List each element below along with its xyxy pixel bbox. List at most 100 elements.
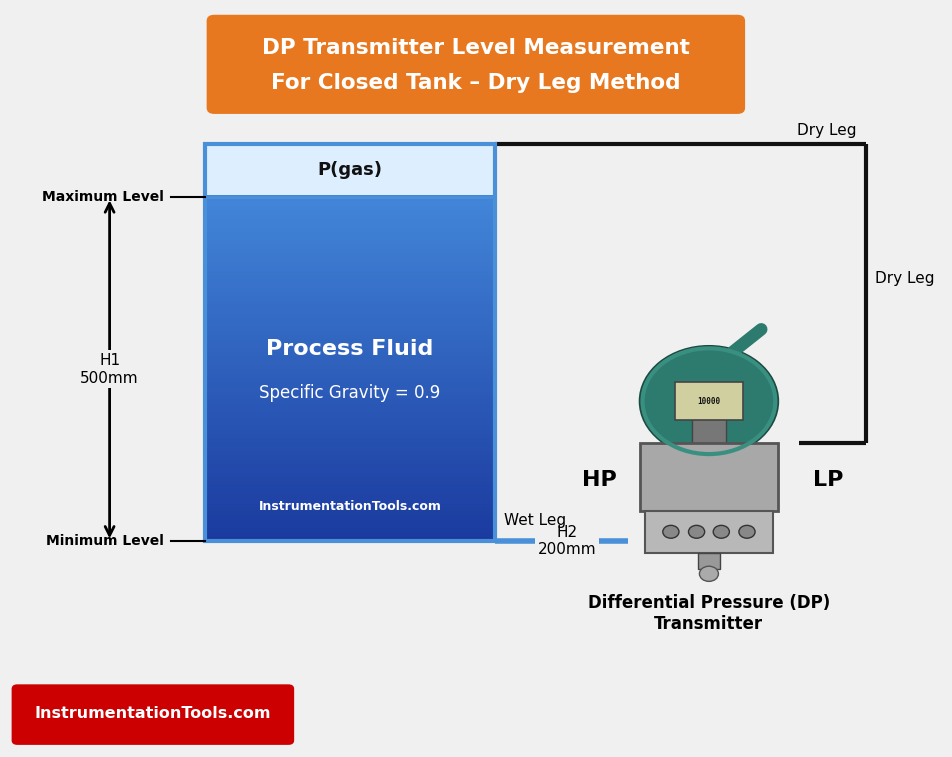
Bar (205, 354, 495, 361)
Bar (205, 255, 495, 262)
Bar (205, 496, 495, 503)
Bar (205, 367, 495, 374)
Bar (205, 226, 495, 232)
Text: 10000: 10000 (698, 397, 721, 406)
Bar (205, 423, 495, 429)
Bar (205, 449, 495, 455)
Bar (205, 298, 495, 305)
Bar (205, 427, 495, 434)
Bar (205, 440, 495, 447)
Text: P(gas): P(gas) (317, 160, 383, 179)
Bar (205, 195, 495, 202)
Bar (205, 372, 495, 378)
Bar (205, 505, 495, 511)
Bar (205, 242, 495, 249)
Bar (205, 522, 495, 528)
Bar (205, 213, 495, 219)
Text: InstrumentationTools.com: InstrumentationTools.com (258, 500, 441, 513)
Text: HP: HP (583, 470, 617, 491)
Bar (205, 436, 495, 442)
Bar (205, 319, 495, 326)
Bar (205, 208, 495, 215)
Circle shape (700, 566, 719, 581)
Bar (205, 264, 495, 270)
Bar (205, 238, 495, 245)
Bar (205, 406, 495, 413)
Bar (205, 388, 495, 395)
Bar (205, 500, 495, 507)
Bar (205, 363, 495, 369)
Bar (205, 444, 495, 451)
Bar (205, 316, 495, 322)
Bar (205, 144, 495, 198)
FancyBboxPatch shape (207, 14, 745, 114)
Bar (205, 513, 495, 520)
Bar (205, 341, 495, 348)
Bar (205, 281, 495, 288)
Text: Dry Leg: Dry Leg (876, 271, 935, 285)
Bar (205, 221, 495, 228)
Text: H1
500mm: H1 500mm (80, 354, 139, 385)
Bar (205, 401, 495, 408)
Bar (205, 247, 495, 254)
Bar (205, 294, 495, 301)
Bar (205, 251, 495, 257)
Bar (698, 553, 721, 569)
Text: Process Fluid: Process Fluid (267, 338, 433, 359)
Circle shape (713, 525, 729, 538)
Text: Maximum Level: Maximum Level (42, 191, 164, 204)
Bar (205, 329, 495, 335)
Text: Differential Pressure (DP)
Transmitter: Differential Pressure (DP) Transmitter (587, 594, 830, 633)
Bar (205, 307, 495, 313)
Bar (205, 414, 495, 421)
Bar (205, 285, 495, 292)
Bar (205, 509, 495, 516)
Bar (205, 204, 495, 210)
Text: Dry Leg: Dry Leg (797, 123, 857, 138)
Bar (205, 393, 495, 400)
Bar (205, 303, 495, 309)
Bar (205, 462, 495, 468)
Bar (205, 277, 495, 283)
Bar (205, 217, 495, 223)
Text: LP: LP (813, 470, 843, 491)
Text: Minimum Level: Minimum Level (46, 534, 164, 548)
Bar (205, 273, 495, 279)
Bar (205, 492, 495, 498)
Bar (205, 475, 495, 481)
Bar (205, 526, 495, 533)
Bar (205, 359, 495, 365)
Circle shape (739, 525, 755, 538)
Bar (205, 453, 495, 459)
Bar (205, 200, 495, 206)
FancyBboxPatch shape (11, 684, 294, 745)
Bar (205, 488, 495, 494)
Bar (205, 397, 495, 403)
Text: H2
200mm: H2 200mm (538, 525, 596, 557)
Text: Wet Leg: Wet Leg (505, 512, 566, 528)
Bar (205, 350, 495, 357)
Bar (205, 380, 495, 387)
Bar (205, 410, 495, 416)
Bar (675, 382, 744, 420)
Bar (205, 234, 495, 241)
Bar (205, 470, 495, 477)
Bar (205, 518, 495, 524)
Bar (692, 414, 726, 443)
Text: Specific Gravity = 0.9: Specific Gravity = 0.9 (259, 385, 441, 403)
Bar (205, 144, 495, 541)
Bar (205, 534, 495, 541)
Text: For Closed Tank – Dry Leg Method: For Closed Tank – Dry Leg Method (271, 73, 681, 93)
Circle shape (641, 347, 778, 456)
Circle shape (688, 525, 704, 538)
Bar (205, 531, 495, 537)
Bar (205, 333, 495, 339)
Bar (205, 260, 495, 266)
Circle shape (663, 525, 679, 538)
Bar (205, 375, 495, 382)
Bar (205, 290, 495, 296)
Bar (205, 466, 495, 472)
Bar (205, 268, 495, 275)
Bar (640, 443, 778, 511)
Bar (205, 229, 495, 236)
